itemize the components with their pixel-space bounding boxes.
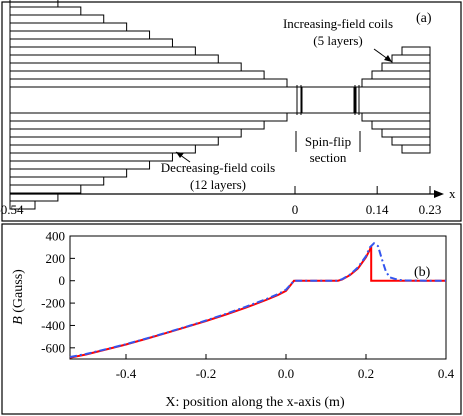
coil-layer [9,136,219,146]
coil-layer [9,176,105,186]
plot-area [69,235,447,360]
coil-layer [361,78,431,88]
coil-layer [9,54,219,64]
coil-layer [401,144,431,154]
panel-a-label: (a) [416,11,432,26]
decreasing-coils-label: Decreasing-field coils [161,160,275,175]
coil-layer [361,112,431,122]
coil-layer [9,168,128,178]
x-axis-ticks: -0.54 0 0.14 0.23 [0,186,441,217]
y-axis-label: B (Gauss) [11,269,26,325]
x-tick-label: 0.23 [419,202,442,217]
coil-layer [9,120,265,130]
decreasing-coils-arrowhead [176,152,184,158]
coil-layer [9,112,288,122]
y-tick-label: -600 [41,340,65,355]
coil-layer [9,160,151,170]
spinflip-label: Spin-flip [305,134,351,149]
coil-layer [9,70,265,80]
y-axis-label-unit: (Gauss) [11,269,26,316]
coil-layer [9,0,59,8]
beam-pipe-right [355,86,431,114]
x-tick-label: -0.4 [116,366,137,381]
coil-layer [9,30,151,40]
x-tick-label: 0.14 [366,202,389,217]
axes-ticks: -0.4 -0.2 0.0 0.2 0.4 400 200 0 -200 -400 -600 [41,229,454,382]
x-tick-label: -0.54 [0,202,24,217]
coil-layer [9,152,173,162]
y-tick-label: 400 [46,229,66,244]
panel-a: (a) Increasing-field coils (5 layers) Sp… [0,0,462,222]
coil-layer [9,14,105,24]
y-tick-label: 200 [46,251,66,266]
increasing-coils-arrowhead [384,55,392,62]
beam-pipe-left [9,86,302,114]
decreasing-coils-layers: (12 layers) [190,177,246,192]
coil-layer [371,120,431,130]
coil-layer [9,46,196,56]
x-tick-label: 0 [292,202,299,217]
y-tick-label: -200 [41,296,65,311]
coil-layer [381,128,431,138]
coil-layer [9,6,82,16]
coil-layer [9,144,196,154]
x-tick-label: 0.4 [438,366,455,381]
coil-diagram [9,0,431,210]
panel-a-frame [1,1,462,222]
spinflip-label-2: section [310,150,347,165]
x-axis-arrowhead [434,190,444,198]
coil-layer [9,62,242,72]
coil-layer [391,54,431,64]
series [69,242,446,359]
coil-layer [9,78,288,88]
panel-b: -0.4 -0.2 0.0 0.2 0.4 400 200 0 -200 -400 -600 (b)… [1,223,462,415]
coil-layer [391,136,431,146]
panel-b-frame [1,223,462,415]
y-axis-label-var: B [11,316,26,325]
y-tick-label: 0 [59,273,66,288]
coil-layer [9,38,173,48]
x-tick-label: 0.0 [278,366,294,381]
coil-layer [371,70,431,80]
x-tick-label: -0.2 [196,366,217,381]
spin-flip-section [301,86,355,114]
x-tick-label: 0.2 [358,366,374,381]
series-line-2 [69,242,446,358]
y-tick-label: -400 [41,318,65,333]
coil-layer [401,46,431,56]
panel-b-label: (b) [414,265,431,280]
coil-layer [9,128,242,138]
increasing-coils-layers: (5 layers) [313,33,362,48]
coil-layer [381,62,431,72]
increasing-coils-label: Increasing-field coils [283,16,393,31]
coil-layer [9,22,128,32]
x-axis-var: x [449,186,456,201]
coil-layer [9,200,36,210]
x-axis-label: X: position along the x-axis (m) [165,395,345,410]
coil-layer [9,184,82,194]
